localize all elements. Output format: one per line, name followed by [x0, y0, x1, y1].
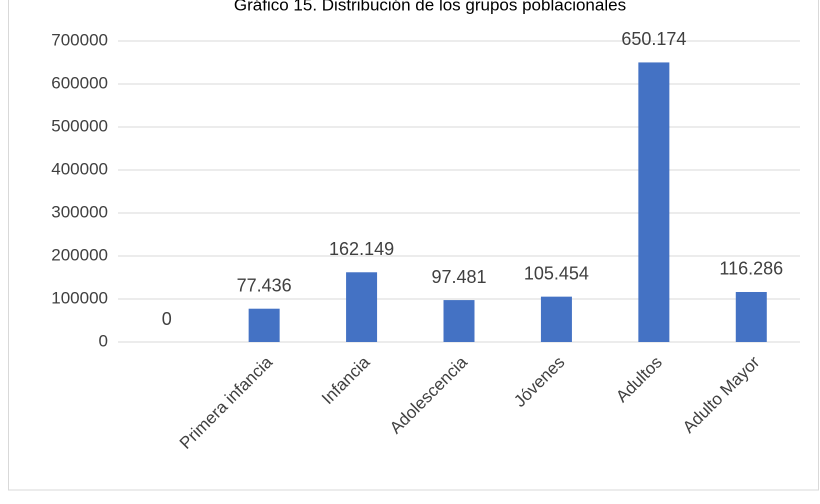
- y-tick-label: 500000: [51, 116, 108, 135]
- value-label: 162.149: [329, 239, 394, 259]
- value-label: 650.174: [621, 29, 686, 49]
- y-tick-label: 100000: [51, 288, 108, 307]
- bar: [248, 308, 280, 342]
- bar: [735, 291, 767, 342]
- y-tick-label: 600000: [51, 73, 108, 92]
- chart-title: Gráfico 15. Distribución de los grupos p…: [234, 0, 626, 14]
- bar: [443, 300, 475, 342]
- value-label: 116.286: [719, 259, 783, 279]
- y-tick-label: 200000: [51, 245, 108, 264]
- y-tick-label: 700000: [51, 30, 108, 49]
- y-tick-label: 400000: [51, 159, 108, 178]
- value-label: 0: [162, 309, 172, 329]
- bar: [540, 296, 572, 342]
- bar: [638, 62, 670, 343]
- bar: [346, 272, 378, 342]
- value-label: 77.436: [237, 275, 292, 295]
- chart-border: [8, 0, 819, 491]
- y-tick-label: 300000: [51, 202, 108, 221]
- value-label: 97.481: [431, 267, 486, 287]
- y-tick-label: 0: [99, 331, 108, 350]
- value-label: 105.454: [524, 263, 589, 283]
